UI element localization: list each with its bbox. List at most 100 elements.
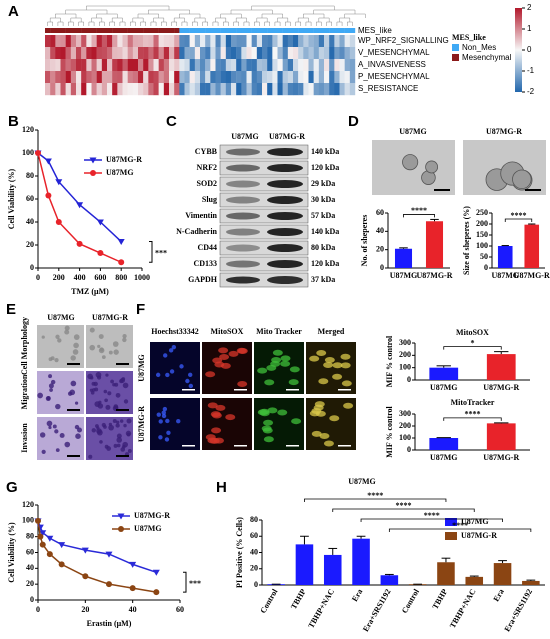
bar	[429, 367, 459, 380]
heatmap-cell	[179, 59, 185, 72]
heatmap-cell	[334, 59, 340, 72]
heatmap-cell	[163, 47, 170, 60]
heatmap-cell	[81, 59, 87, 72]
cell	[122, 337, 127, 343]
heatmap-cell	[101, 71, 108, 84]
heatmap-cell	[122, 71, 128, 84]
heatmap-cell	[138, 83, 144, 96]
row-label: U87MG	[137, 354, 146, 382]
heatmap-cell	[117, 59, 123, 72]
heatmap-cell	[169, 59, 175, 72]
heatmap-cell	[96, 71, 103, 84]
image-title: MitoSOX	[211, 327, 244, 336]
heatmap-cell	[169, 83, 175, 96]
heatmap-cell	[148, 47, 154, 60]
heatmap-cell	[256, 35, 263, 48]
cell	[105, 404, 111, 410]
x-tick-label: TBHP+NAC	[448, 587, 478, 630]
heatmap-cell	[76, 35, 82, 48]
heatmap-cell	[143, 47, 149, 60]
scale-bar	[182, 389, 195, 391]
cell	[263, 436, 274, 443]
heatmap-cell	[179, 47, 185, 60]
heatmap-cell	[215, 35, 221, 48]
cell	[115, 423, 120, 428]
heatmap-cell	[215, 71, 221, 84]
cell	[263, 419, 274, 426]
heatmap-cell	[318, 83, 325, 96]
heatmap-cell	[86, 59, 92, 72]
x-tick-label: 0	[36, 605, 40, 614]
cell	[219, 354, 230, 361]
micrograph	[37, 371, 84, 414]
y-tick-label: 300	[399, 338, 411, 347]
heatmap-cell	[277, 35, 283, 48]
y-tick-label: 100	[476, 241, 488, 250]
annotation: ****	[465, 410, 481, 419]
marker	[129, 561, 137, 568]
band	[226, 180, 260, 188]
heatmap-cell	[308, 71, 314, 84]
heatmap-cell	[236, 47, 242, 60]
marker	[90, 170, 96, 176]
cell	[39, 432, 46, 438]
scale-bar	[286, 445, 299, 447]
marker	[58, 542, 66, 549]
heatmap-cell	[76, 83, 82, 96]
heatmap-cell	[272, 83, 278, 96]
annotation-cell	[256, 28, 263, 33]
cell	[48, 383, 54, 389]
bracket	[183, 571, 187, 593]
annotation-cell	[65, 28, 72, 33]
y-tick-label: 40	[26, 563, 34, 572]
annotation-cell	[158, 28, 165, 33]
protein-label: N-Cadherin	[176, 227, 217, 236]
heatmap-cell	[184, 71, 190, 84]
annotation-cell	[138, 28, 144, 33]
heatmap-cell	[313, 47, 320, 60]
annotation-cell	[127, 28, 134, 33]
cell	[52, 424, 57, 429]
heatmap-cell	[153, 83, 159, 96]
heatmap-cell	[344, 83, 351, 96]
x-axis-label: TMZ (μM)	[71, 287, 109, 296]
y-tick-label: 100	[399, 362, 411, 371]
heatmap-cell	[60, 83, 66, 96]
cell	[45, 396, 51, 402]
cell	[70, 355, 76, 361]
heatmap-cell	[246, 83, 252, 96]
marker	[46, 535, 54, 542]
y-tick-label: 200	[399, 350, 411, 359]
y-tick-label: 20	[26, 579, 34, 588]
heatmap-cell	[101, 59, 108, 72]
cell	[266, 364, 277, 371]
heatmap-cell	[169, 35, 175, 48]
cell	[37, 392, 43, 399]
cell	[91, 388, 96, 392]
heatmap-cell	[55, 71, 61, 84]
bar	[486, 354, 516, 380]
heatmap-cell	[117, 83, 123, 96]
y-tick-label: 40	[250, 547, 258, 556]
bracket	[360, 518, 503, 522]
size-label: 30 kDa	[311, 195, 335, 204]
heatmap-cell	[143, 35, 149, 48]
heatmap-cell	[313, 83, 320, 96]
heatmap-cell	[303, 47, 309, 60]
annotation: ***	[155, 249, 167, 258]
heatmap-cell	[339, 47, 345, 60]
band	[267, 244, 303, 252]
heatmap-cell	[344, 47, 351, 60]
heatmap-cell	[194, 83, 201, 96]
cell	[112, 341, 119, 347]
heatmap-cell	[163, 83, 170, 96]
cell	[55, 334, 60, 339]
heatmap-cell	[200, 35, 206, 48]
heatmap-cell	[313, 71, 320, 84]
heatmap-cell	[148, 35, 154, 48]
cell	[158, 419, 163, 424]
heatmap-cell	[334, 47, 340, 60]
heatmap-cell	[251, 83, 258, 96]
cell	[89, 327, 95, 333]
marker	[46, 551, 53, 558]
